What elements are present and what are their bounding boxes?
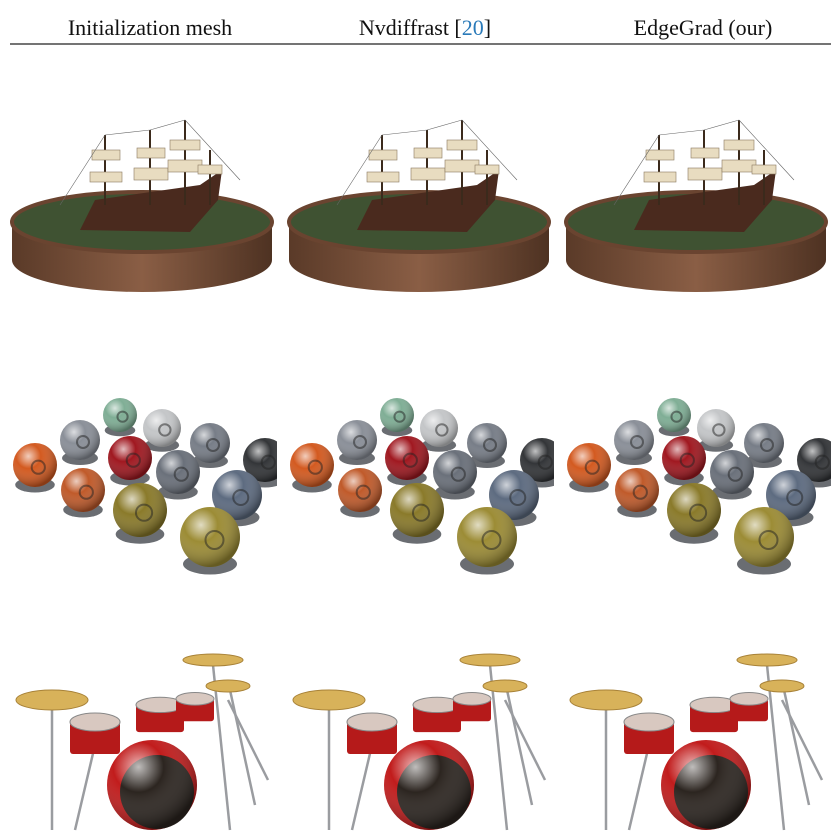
column-header: EdgeGrad (our) <box>634 15 773 40</box>
header-label: Nvdiffrast [ <box>359 15 462 40</box>
render-column <box>10 118 277 832</box>
header-label: ] <box>484 15 491 40</box>
render-column <box>287 118 554 832</box>
column-header: Initialization mesh <box>68 15 232 40</box>
citation-link[interactable]: 20 <box>462 15 484 40</box>
render-column <box>564 118 831 832</box>
column-header: Nvdiffrast [20] <box>359 15 491 40</box>
